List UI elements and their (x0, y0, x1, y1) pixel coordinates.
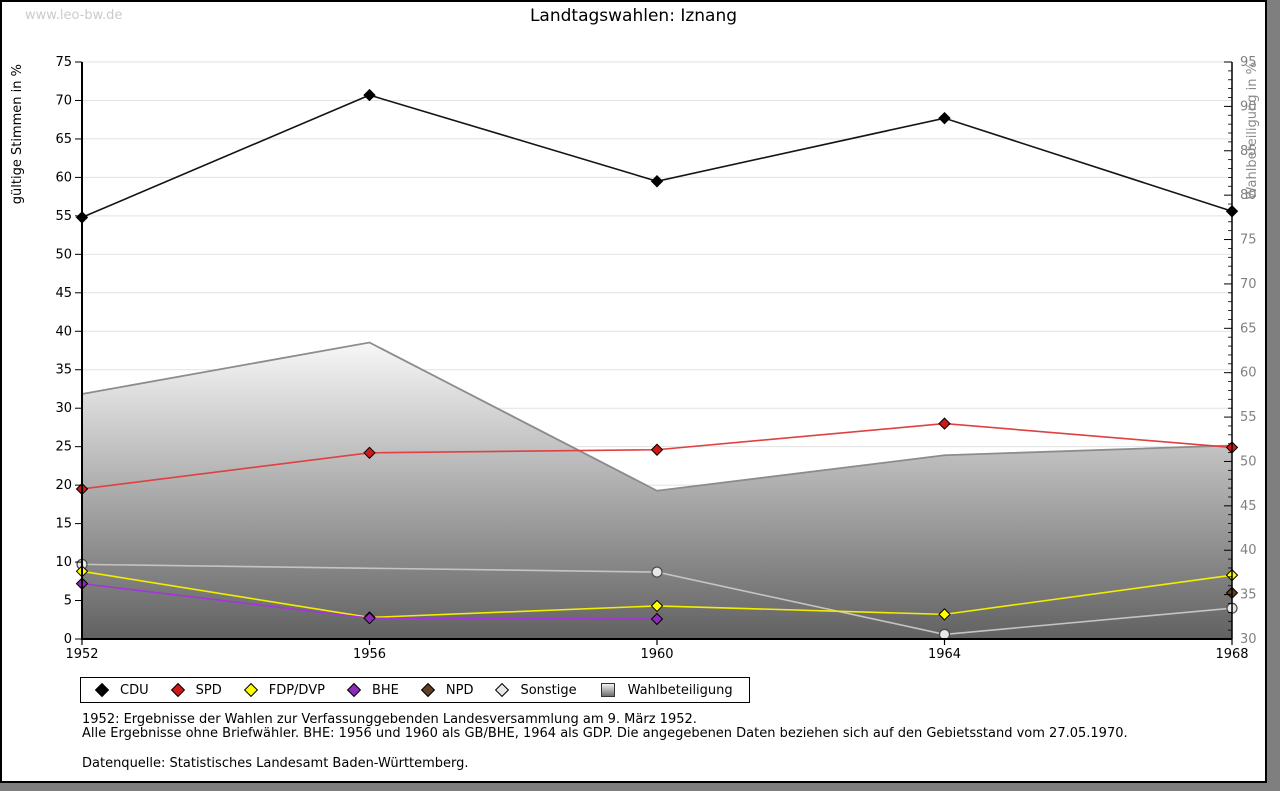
right-axis-title: Wahlbeteiligung in % (1245, 62, 1260, 200)
left-axis-tick-label: 10 (55, 555, 72, 570)
legend-item-wahlbeteiligung: Wahlbeteiligung (600, 682, 733, 698)
marker-bhe (650, 612, 664, 626)
legend-marker-cdu-icon (94, 682, 110, 698)
page-frame: www.leo-bw.de Landtagswahlen: Iznang 0 5 1… (0, 0, 1267, 783)
legend-marker-sonstige-icon (495, 682, 510, 698)
marker-sonstige (938, 628, 951, 640)
chart-title: Landtagswahlen: Iznang (529, 6, 738, 26)
chart-legend: CDU SPD FDP/DVP BHE NPD Sonstige Wahlbeteiligu… (80, 677, 750, 703)
left-axis-tick-label: 25 (55, 440, 72, 455)
right-axis-tick-label: 55 (1240, 410, 1257, 425)
left-axis-tick-label: 75 (55, 55, 72, 70)
marker-fdp-dvp (650, 599, 664, 613)
right-axis-tick-label: 80 (1240, 188, 1257, 203)
left-axis-tick-label: 55 (55, 209, 72, 224)
footer-notes: 1952: Ergebnisse der Wahlen zur Verfassu… (82, 713, 1128, 771)
left-axis-tick-label: 35 (55, 363, 72, 378)
left-axis-tick-label: 45 (55, 286, 72, 301)
left-axis-tick-label: 20 (55, 478, 72, 493)
right-axis-tick-label: 95 (1240, 55, 1257, 70)
right-axis-tick-label: 70 (1240, 277, 1257, 292)
footer-note-line2: Alle Ergebnisse ohne Briefwähler. BHE: 1… (82, 726, 1128, 741)
right-axis-tick-label: 85 (1240, 144, 1257, 159)
legend-marker-wahlbeteiligung-icon (600, 683, 615, 697)
legend-item-npd: NPD (420, 682, 474, 698)
right-axis-tick-label: 50 (1240, 454, 1257, 469)
data-source-note: Datenquelle: Statistisches Landesamt Bad… (82, 756, 469, 771)
site-watermark: www.leo-bw.de (25, 8, 123, 23)
x-axis-tick-label: 1960 (640, 647, 673, 662)
left-axis-tick-label: 50 (55, 247, 72, 262)
footer-note-line1: 1952: Ergebnisse der Wahlen zur Verfassu… (82, 712, 697, 727)
right-axis-tick-label: 90 (1240, 99, 1257, 114)
x-axis-tick-label: 1952 (65, 647, 98, 662)
marker-spd (363, 446, 376, 460)
series-line-cdu (81, 94, 1233, 219)
legend-label-npd: NPD (445, 682, 474, 698)
left-axis-tick-label: 70 (55, 93, 72, 108)
marker-bhe (363, 612, 376, 625)
legend-marker-bhe-icon (346, 682, 362, 698)
marker-sonstige (651, 566, 663, 578)
legend-label-spd: SPD (195, 682, 222, 698)
left-axis-tick-label: 30 (55, 401, 72, 416)
left-axis-title: gültige Stimmen in % (10, 64, 25, 205)
legend-label-bhe: BHE (371, 682, 399, 698)
right-axis-tick-label: 75 (1240, 233, 1257, 248)
x-axis-tick-label: 1964 (928, 647, 961, 662)
legend-item-spd: SPD (170, 682, 222, 698)
marker-fdp-dvp (938, 608, 951, 621)
legend-label-fdp-dvp: FDP/DVP (268, 682, 325, 698)
marker-spd (938, 417, 951, 430)
series-line-sonstige (81, 563, 1233, 636)
left-axis-tick-label: 0 (64, 632, 72, 647)
left-axis-tick-label: 15 (55, 517, 72, 532)
legend-item-sonstige: Sonstige (495, 682, 577, 698)
right-axis-tick-label: 60 (1240, 366, 1257, 381)
legend-label-wahlbeteiligung: Wahlbeteiligung (627, 682, 733, 698)
legend-item-bhe: BHE (346, 682, 399, 698)
left-axis-tick-label: 60 (55, 170, 72, 185)
legend-item-cdu: CDU (94, 682, 149, 698)
marker-spd (650, 443, 664, 456)
marker-cdu (938, 111, 951, 125)
legend-item-fdp-dvp: FDP/DVP (243, 682, 325, 698)
election-line-chart: 0 5 10 15 20 25 30 35 40 45 50 55 60 65 70 75 30 35 40 45 50… (55, 55, 1257, 662)
left-axis-tick-label: 40 (55, 324, 72, 339)
left-axis-tick-label: 65 (55, 132, 72, 147)
marker-cdu (363, 88, 376, 102)
legend-marker-npd-icon (420, 682, 435, 698)
right-axis-tick-label: 45 (1240, 499, 1257, 514)
x-axis-tick-label: 1968 (1215, 647, 1248, 662)
legend-label-cdu: CDU (120, 682, 149, 698)
right-axis-tick-label: 30 (1240, 632, 1257, 647)
wahlbeteiligung-border (81, 341, 1233, 492)
marker-cdu (650, 175, 664, 188)
right-axis-tick-label: 40 (1240, 543, 1257, 558)
right-axis-tick-label: 65 (1240, 321, 1257, 336)
x-axis-tick-label: 1956 (353, 647, 386, 662)
left-axis-tick-label: 5 (64, 594, 72, 609)
legend-marker-fdp-dvp-icon (243, 682, 258, 698)
legend-marker-spd-icon (170, 682, 185, 698)
right-axis-tick-label: 35 (1240, 588, 1257, 603)
legend-label-sonstige: Sonstige (520, 682, 577, 698)
